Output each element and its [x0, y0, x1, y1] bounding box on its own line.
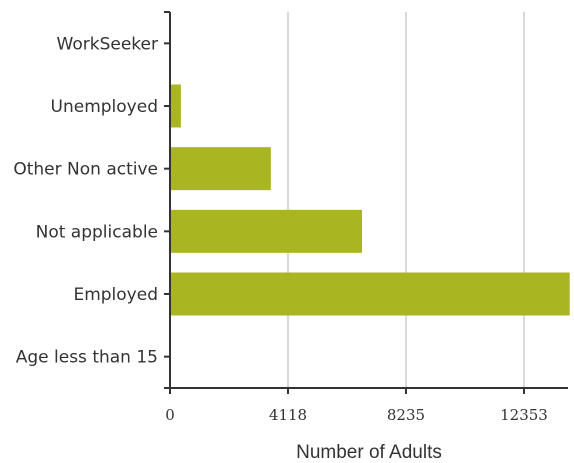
y-tick-label: Other Non active: [13, 160, 158, 180]
x-tick-label: 8235: [387, 406, 425, 424]
y-tick-label: Not applicable: [36, 222, 158, 242]
y-axis-ticks: WorkSeeker Unemployed Other Non active Not …: [13, 11, 170, 389]
y-tick-label: Unemployed: [51, 97, 158, 117]
bar: [170, 84, 181, 128]
x-tick-label: 0: [165, 406, 175, 424]
y-tick-label: WorkSeeker: [57, 34, 158, 54]
y-tick-label: Employed: [73, 285, 158, 305]
bar: [170, 147, 271, 191]
bars: [170, 84, 570, 316]
bar: [170, 209, 362, 253]
x-axis-title: Number of Adults: [296, 442, 442, 463]
x-tick-label: 4118: [269, 406, 307, 424]
bar: [170, 272, 570, 316]
x-axis-ticks: 0 4118 8235 12353: [165, 388, 548, 424]
axes: [164, 12, 568, 389]
x-tick-label: 12353: [500, 406, 548, 424]
grid-lines: [287, 12, 525, 388]
y-tick-label: Age less than 15: [16, 348, 158, 368]
